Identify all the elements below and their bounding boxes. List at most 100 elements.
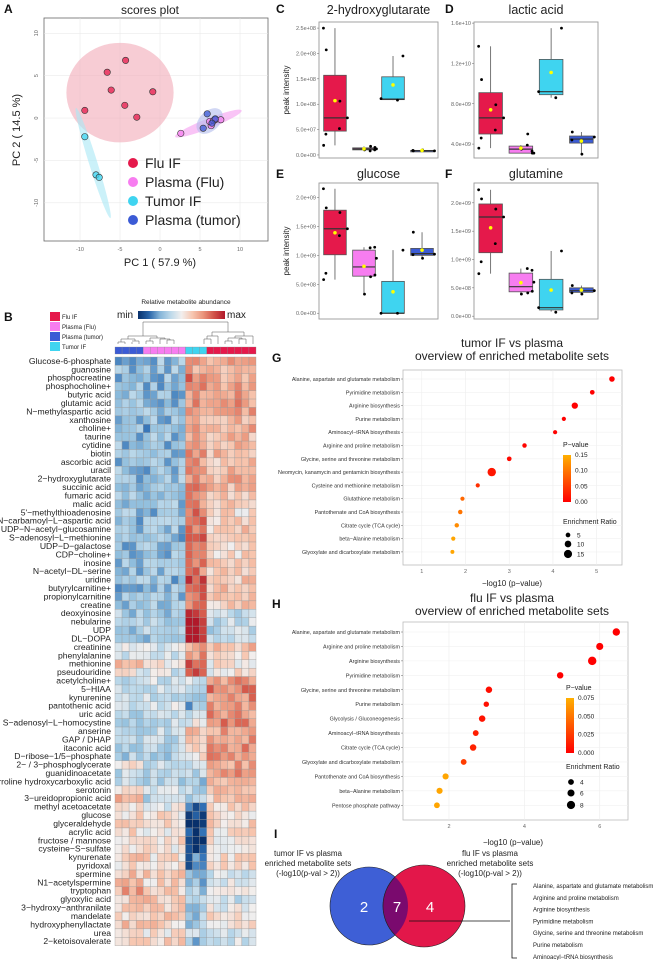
heatmap-cell bbox=[128, 928, 137, 938]
heatmap-cell bbox=[143, 810, 151, 820]
heatmap-cell bbox=[248, 600, 257, 610]
g-metabolite-set-label: Aminoacyl−tRNA biosynthesis bbox=[328, 430, 400, 436]
heatmap-row-label: guanidinoacetate bbox=[46, 768, 112, 778]
heatmap-row-label: 3−ureidopropionic acid bbox=[24, 793, 111, 803]
heatmap-cell bbox=[114, 853, 123, 862]
heatmap-cell bbox=[241, 886, 250, 896]
heatmap-cell bbox=[143, 743, 151, 753]
heatmap-cell bbox=[164, 382, 172, 391]
heatmap-cell bbox=[128, 491, 137, 501]
heatmap-row-label: 2− / 3−phosphoglycerate bbox=[16, 760, 111, 770]
venn-right-title: flu IF vs plasma bbox=[462, 849, 519, 858]
legend-swatch-tumor_if bbox=[50, 342, 60, 351]
heatmap-cell bbox=[192, 499, 200, 509]
h-metabolite-set-label: beta−Alanine metabolism bbox=[339, 789, 400, 795]
heatmap-cell bbox=[164, 819, 172, 829]
heatmap-cell bbox=[171, 710, 179, 719]
heatmap-cell bbox=[248, 558, 257, 568]
heatmap-cell bbox=[206, 398, 214, 408]
heatmap-cell bbox=[213, 937, 221, 946]
heatmap-cell bbox=[164, 356, 172, 366]
heatmap-cell bbox=[135, 356, 144, 366]
heatmap-cell bbox=[241, 398, 250, 408]
heatmap-cell bbox=[248, 609, 257, 618]
h-title-line1: flu IF vs plasma bbox=[470, 591, 554, 605]
heatmap-cell bbox=[114, 533, 123, 543]
heatmap-cell bbox=[220, 928, 228, 938]
panel-label-a: A bbox=[4, 2, 13, 16]
heatmap-cell bbox=[121, 567, 130, 576]
heatmap-cell bbox=[213, 440, 221, 450]
heatmap-cell bbox=[143, 356, 151, 366]
heatmap-cell bbox=[234, 861, 243, 871]
heatmap-cell bbox=[234, 768, 243, 778]
heatmap-cell bbox=[234, 482, 243, 492]
g-pvalue-tick-label: 0.00 bbox=[575, 499, 588, 506]
heatmap-cell bbox=[234, 373, 243, 383]
heatmap-cell bbox=[206, 356, 214, 366]
heatmap-cell bbox=[192, 398, 200, 408]
heatmap-cell bbox=[143, 541, 151, 551]
heatmap-cell bbox=[227, 482, 236, 492]
h-pvalue-tick-label: 0.025 bbox=[578, 732, 595, 739]
heatmap-cell bbox=[150, 541, 158, 551]
heatmap-cell bbox=[135, 777, 144, 787]
heatmap-cell bbox=[121, 625, 130, 635]
heatmap-cell bbox=[220, 903, 228, 913]
heatmap-cell bbox=[213, 474, 221, 484]
heatmap-cell bbox=[157, 600, 165, 610]
heatmap-cell bbox=[171, 600, 179, 610]
heatmap-cell bbox=[171, 920, 179, 930]
heatmap-cell bbox=[171, 592, 179, 602]
heatmap-cell bbox=[143, 466, 151, 475]
y-tick-label: 5.0e+08 bbox=[451, 286, 471, 292]
heatmap-cell bbox=[150, 895, 158, 904]
heatmap-cell bbox=[199, 466, 207, 475]
heatmap-cell bbox=[121, 550, 130, 560]
heatmap-cell bbox=[220, 440, 228, 450]
heatmap-cell bbox=[227, 356, 236, 366]
heatmap-cell bbox=[178, 869, 186, 879]
heatmap-cell bbox=[241, 415, 250, 425]
heatmap-cell bbox=[135, 440, 144, 450]
d-title: lactic acid bbox=[509, 3, 564, 17]
heatmap-cell bbox=[227, 760, 236, 770]
heatmap-cell bbox=[192, 373, 200, 383]
heatmap-cell bbox=[192, 609, 200, 618]
g-enrichment-dot bbox=[522, 443, 527, 448]
flu_if-data-point bbox=[338, 99, 342, 103]
heatmap-cell bbox=[157, 583, 165, 593]
heatmap-cell bbox=[227, 667, 236, 677]
heatmap-cell bbox=[171, 836, 179, 845]
heatmap-cell bbox=[135, 861, 144, 871]
heatmap-cell bbox=[213, 550, 221, 560]
heatmap-cell bbox=[185, 424, 193, 433]
heatmap-cell bbox=[171, 398, 179, 408]
h-metabolite-set-label: Alanine, aspartate and glutamate metabol… bbox=[292, 630, 401, 636]
heatmap-cell bbox=[220, 466, 228, 475]
heatmap-cell bbox=[121, 432, 130, 442]
heatmap-cell bbox=[248, 373, 257, 383]
heatmap-cell bbox=[185, 567, 193, 576]
heatmap-cell bbox=[178, 390, 186, 400]
heatmap-cell bbox=[164, 827, 172, 837]
h-enrichment-dot bbox=[596, 642, 604, 650]
plasma_tumor-data-point bbox=[570, 138, 574, 142]
heatmap-cell bbox=[241, 659, 250, 669]
heatmap-cell bbox=[199, 752, 207, 761]
heatmap-cell bbox=[178, 533, 186, 543]
column-group-plasma_flu bbox=[164, 346, 172, 355]
heatmap-cell bbox=[185, 710, 193, 719]
c-title: 2-hydroxyglutarate bbox=[327, 3, 431, 17]
heatmap-cell bbox=[234, 583, 243, 593]
heatmap-cell bbox=[206, 575, 214, 585]
heatmap-cell bbox=[185, 407, 193, 417]
heatmap-row-label: deoxyinosine bbox=[61, 608, 111, 618]
heatmap-cell bbox=[234, 449, 243, 459]
heatmap-cell bbox=[157, 777, 165, 787]
heatmap-cell bbox=[164, 903, 172, 913]
heatmap-cell bbox=[241, 676, 250, 686]
heatmap-row-label: malic acid bbox=[73, 499, 111, 509]
heatmap-cell bbox=[178, 785, 186, 795]
venn-left-title: enriched metabolite sets bbox=[265, 859, 352, 868]
